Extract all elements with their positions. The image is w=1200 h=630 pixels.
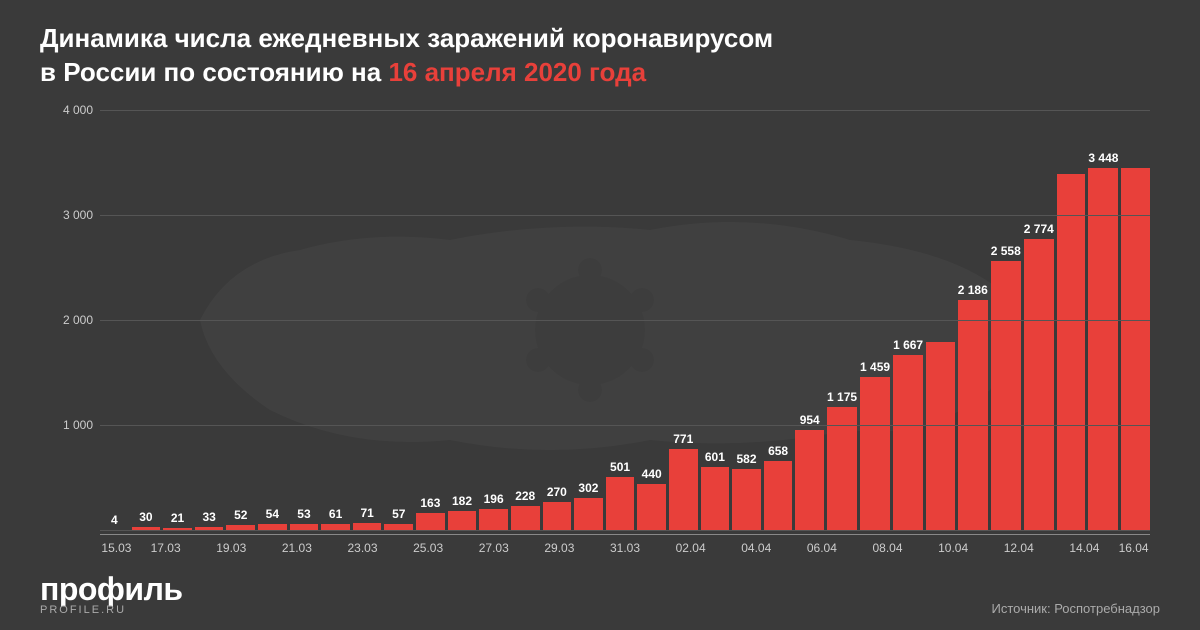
bar-value-label: 30 (139, 510, 152, 524)
gridline (100, 530, 1150, 531)
x-axis-label: 16.04 (1117, 541, 1150, 560)
bar-value-label: 3 448 (1088, 151, 1118, 165)
bar-value-label: 54 (266, 507, 279, 521)
x-axis-label: 12.04 (986, 541, 1052, 560)
x-axis-label: 23.03 (330, 541, 396, 560)
bar-value-label: 501 (610, 460, 630, 474)
bar-value-label: 182 (452, 494, 472, 508)
bar (353, 523, 382, 530)
bar (574, 498, 603, 530)
bar-value-label: 1 459 (860, 360, 890, 374)
x-axis-label: 21.03 (264, 541, 330, 560)
bar-value-label: 163 (420, 496, 440, 510)
bar-value-label: 270 (547, 485, 567, 499)
bar-value-label: 582 (736, 452, 756, 466)
y-axis-label: 2 000 (45, 313, 93, 327)
bar (1024, 239, 1054, 530)
bar-value-label: 228 (515, 489, 535, 503)
y-axis-label: 4 000 (45, 103, 93, 117)
x-axis-label: 29.03 (527, 541, 593, 560)
bar-value-label: 71 (361, 506, 374, 520)
bar (543, 502, 572, 530)
bar (958, 300, 988, 530)
bar (1088, 168, 1118, 530)
bar (1121, 168, 1150, 530)
bar-value-label: 771 (673, 432, 693, 446)
x-axis-label: 06.04 (789, 541, 855, 560)
bar-value-label: 61 (329, 507, 342, 521)
chart-area: 4 30 21 33 52 54 53 61 71 57 163 182 196 228 270 302 501… (40, 100, 1160, 560)
gridline (100, 320, 1150, 321)
bar (416, 513, 445, 530)
bar-value-label: 57 (392, 507, 405, 521)
bar (732, 469, 761, 530)
source-label: Источник: Роспотребнадзор (991, 601, 1160, 616)
x-axis-label: 14.04 (1052, 541, 1118, 560)
bar-value-label: 33 (202, 510, 215, 524)
x-axis-label: 08.04 (855, 541, 921, 560)
chart-header: Динамика числа ежедневных заражений коро… (0, 0, 1200, 100)
chart-footer: профиль PROFILE.RU Источник: Роспотребна… (40, 571, 1160, 616)
x-axis-label: 31.03 (592, 541, 658, 560)
bar-value-label: 53 (297, 507, 310, 521)
bar (1057, 174, 1086, 530)
bar (637, 484, 666, 530)
bar-value-label: 21 (171, 511, 184, 525)
x-axis-label: 25.03 (395, 541, 461, 560)
bar-value-label: 2 774 (1024, 222, 1054, 236)
bar-value-label: 601 (705, 450, 725, 464)
x-axis-label: 02.04 (658, 541, 724, 560)
logo-main: профиль (40, 571, 183, 608)
bar (991, 261, 1021, 530)
bar (764, 461, 793, 530)
gridline (100, 215, 1150, 216)
bar-value-label: 4 (111, 513, 118, 527)
bar-value-label: 52 (234, 508, 247, 522)
chart-title: Динамика числа ежедневных заражений коро… (40, 22, 1160, 90)
bar-value-label: 196 (484, 492, 504, 506)
bar (926, 342, 955, 530)
x-axis-label: 15.03 (100, 541, 133, 560)
bar-value-label: 302 (578, 481, 598, 495)
x-axis-label: 19.03 (198, 541, 264, 560)
bar (606, 477, 635, 530)
gridline (100, 110, 1150, 111)
bar (448, 511, 477, 530)
x-axis-label: 04.04 (723, 541, 789, 560)
bar (479, 509, 508, 530)
y-axis-label: 3 000 (45, 208, 93, 222)
title-line2-prefix: в России по состоянию на (40, 57, 388, 87)
x-axis: 15.0317.0319.0321.0323.0325.0327.0329.03… (100, 534, 1150, 560)
bar (893, 355, 923, 530)
bar-value-label: 658 (768, 444, 788, 458)
bar-value-label: 2 186 (958, 283, 988, 297)
title-line1: Динамика числа ежедневных заражений коро… (40, 23, 773, 53)
logo-sub: PROFILE.RU (40, 604, 183, 616)
y-axis-label: 1 000 (45, 418, 93, 432)
bar-value-label: 2 558 (991, 244, 1021, 258)
x-axis-label: 17.03 (133, 541, 199, 560)
bar-value-label: 440 (642, 467, 662, 481)
chart-plot: 4 30 21 33 52 54 53 61 71 57 163 182 196 228 270 302 501… (100, 110, 1150, 530)
x-axis-label: 27.03 (461, 541, 527, 560)
gridline (100, 425, 1150, 426)
bar (669, 449, 698, 530)
bar-value-label: 1 175 (827, 390, 857, 404)
logo: профиль PROFILE.RU (40, 571, 183, 616)
title-highlight: 16 апреля 2020 года (388, 57, 646, 87)
bar-value-label: 1 667 (893, 338, 923, 352)
bar (511, 506, 540, 530)
bar (701, 467, 730, 530)
bar (860, 377, 890, 530)
bar (795, 430, 824, 530)
x-axis-label: 10.04 (920, 541, 986, 560)
